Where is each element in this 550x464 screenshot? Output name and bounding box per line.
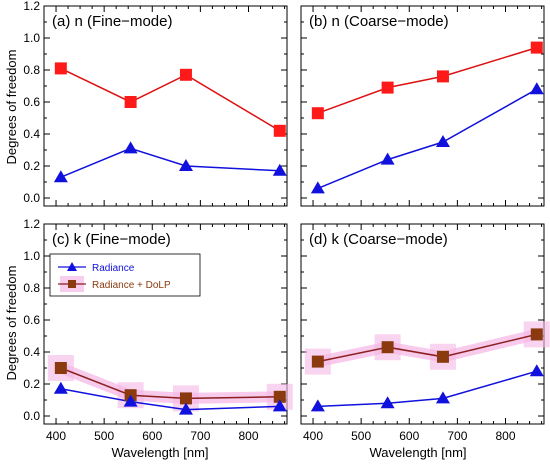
marker-radiance	[123, 141, 138, 154]
marker-radiance-dolp	[530, 328, 543, 341]
legend-marker-radiance	[67, 262, 77, 271]
marker-radiance-dolp	[54, 62, 67, 75]
marker-radiance-dolp	[273, 124, 286, 137]
plot-frame	[43, 223, 288, 425]
panel-title: (c) k (Fine−mode)	[52, 231, 171, 248]
y-tick-label: 0.0	[23, 409, 40, 423]
marker-radiance-dolp	[124, 96, 137, 108]
panels-group: 0.0 0.2 0.4 0.6 0.8 1.0 1.2 (a) n (Fine−mode) (b…	[23, 0, 550, 443]
marker-radiance	[380, 152, 395, 165]
marker-radiance	[529, 364, 544, 377]
series-line-radiance-dolp	[60, 367, 280, 400]
xlabel-left: Wavelength [nm]	[111, 445, 208, 460]
x-tick-label: 700	[190, 429, 210, 443]
marker-radiance	[53, 170, 68, 183]
y-tick-label: 0.8	[23, 63, 40, 77]
y-tick-label: 0.2	[23, 377, 40, 391]
chart-panel-4: 400 500 600 700 800 (d) k (Coarse−mode)	[300, 223, 550, 443]
panel-title: (a) n (Fine−mode)	[52, 13, 172, 30]
legend-label-radiance: Radiance	[92, 263, 135, 274]
marker-radiance	[272, 399, 287, 412]
marker-radiance	[53, 381, 68, 394]
marker-radiance	[310, 181, 325, 194]
marker-radiance	[272, 163, 287, 176]
x-tick-label: 800	[495, 429, 515, 443]
uncertainty-band	[58, 362, 280, 404]
series-line-radiance-dolp	[60, 67, 281, 132]
series-line-radiance-dolp	[317, 46, 538, 114]
ylabel-bottom: Degrees of freedom	[4, 266, 19, 381]
plot-frame	[300, 223, 545, 425]
marker-radiance-dolp	[381, 81, 394, 94]
marker-radiance-dolp	[179, 392, 192, 405]
series-line-radiance	[317, 370, 537, 408]
x-tick-label: 700	[447, 429, 467, 443]
panel-title: (b) n (Coarse−mode)	[309, 13, 449, 30]
x-tick-label: 600	[142, 429, 162, 443]
y-tick-label: 0.8	[23, 281, 40, 295]
legend: Radiance Radiance + DoLP	[49, 253, 201, 297]
marker-radiance-dolp	[436, 70, 449, 83]
legend-marker-radiance-dolp	[68, 280, 76, 288]
x-tick-label: 800	[238, 429, 258, 443]
y-tick-label: 0.2	[23, 159, 40, 173]
marker-radiance	[435, 135, 450, 147]
xlabel-right: Wavelength [nm]	[369, 445, 466, 460]
uncertainty-band	[316, 329, 539, 367]
x-tick-label: 400	[46, 429, 66, 443]
marker-radiance-dolp	[530, 41, 543, 54]
ylabel-top: Degrees of freedom	[4, 50, 19, 165]
marker-radiance-dolp	[179, 68, 192, 81]
y-tick-label: 0.0	[23, 191, 40, 205]
x-tick-label: 500	[351, 429, 371, 443]
marker-radiance-dolp	[311, 107, 324, 120]
series-line-radiance	[60, 388, 280, 411]
plot-frame	[43, 5, 288, 207]
marker-radiance	[310, 399, 325, 412]
y-tick-label: 0.4	[23, 345, 40, 359]
legend-label-radiance-dolp: Radiance + DoLP	[92, 280, 171, 291]
chart-panel-2: (b) n (Coarse−mode)	[300, 5, 545, 207]
marker-radiance	[178, 159, 193, 171]
marker-radiance	[380, 396, 395, 409]
marker-radiance	[123, 394, 138, 407]
plot-frame	[300, 5, 545, 207]
y-tick-label: 0.6	[23, 313, 40, 327]
series-line-radiance	[60, 147, 280, 178]
y-tick-label: 0.6	[23, 95, 40, 109]
marker-radiance-dolp	[273, 390, 286, 403]
marker-radiance	[529, 82, 544, 95]
y-tick-label: 0.4	[23, 127, 40, 141]
marker-radiance-dolp	[436, 350, 449, 363]
marker-radiance	[435, 391, 450, 404]
y-tick-label: 1.2	[23, 0, 40, 13]
series-line-radiance-dolp	[317, 333, 537, 363]
marker-radiance-dolp	[311, 355, 324, 368]
x-tick-label: 500	[94, 429, 114, 443]
panel-title: (d) k (Coarse−mode)	[309, 231, 448, 248]
x-tick-label: 400	[303, 429, 323, 443]
x-tick-label: 600	[399, 429, 419, 443]
series-line-radiance	[317, 88, 538, 190]
marker-radiance-dolp	[54, 362, 67, 374]
marker-radiance	[178, 402, 193, 415]
y-tick-label: 1.0	[23, 31, 40, 45]
chart-panel-1: 0.0 0.2 0.4 0.6 0.8 1.0 1.2 (a) n (Fine−mode)	[23, 0, 288, 207]
chart-panel-3: 0.0 0.2 0.4 0.6 0.8 1.0 1.2 400 500 600 700 800 (c) …	[23, 217, 293, 443]
y-tick-label: 1.0	[23, 249, 40, 263]
y-tick-label: 1.2	[23, 217, 40, 231]
marker-radiance-dolp	[381, 341, 394, 354]
